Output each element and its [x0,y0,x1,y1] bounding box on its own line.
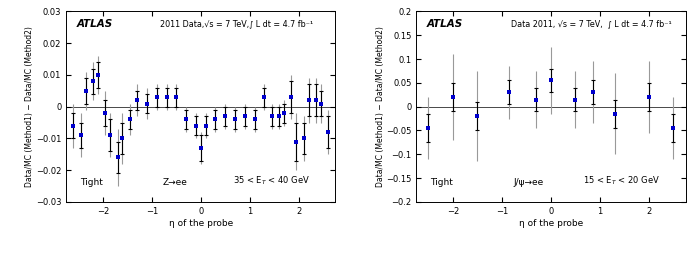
Text: Tight: Tight [79,178,102,187]
Y-axis label: Data/MC (Method1) − Data/MC (Method2): Data/MC (Method1) − Data/MC (Method2) [376,26,385,187]
Text: 35 < E$_T$ < 40 GeV: 35 < E$_T$ < 40 GeV [233,174,310,187]
Text: 2011 Data,√s = 7 TeV,∫ L dt = 4.7 fb⁻¹: 2011 Data,√s = 7 TeV,∫ L dt = 4.7 fb⁻¹ [160,19,314,28]
X-axis label: η of the probe: η of the probe [519,219,583,228]
Text: 15 < E$_T$ < 20 GeV: 15 < E$_T$ < 20 GeV [583,174,661,187]
Text: ATLAS: ATLAS [427,19,464,29]
Y-axis label: Data/MC (Method1) − Data/MC (Method2): Data/MC (Method1) − Data/MC (Method2) [25,26,34,187]
X-axis label: η of the probe: η of the probe [168,219,233,228]
Text: J/ψ→ee: J/ψ→ee [513,178,544,187]
Text: Data 2011, √s = 7 TeV,  ∫ L dt = 4.7 fb⁻¹: Data 2011, √s = 7 TeV, ∫ L dt = 4.7 fb⁻¹ [510,19,671,28]
Text: Z→ee: Z→ee [163,178,188,187]
Text: ATLAS: ATLAS [77,19,113,29]
Text: Tight: Tight [429,178,452,187]
